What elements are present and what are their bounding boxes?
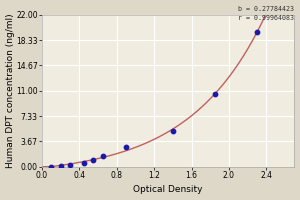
X-axis label: Optical Density: Optical Density: [134, 185, 203, 194]
Point: [212, 93, 217, 96]
Point: [68, 163, 72, 166]
Point: [49, 165, 54, 168]
Text: b = 0.27784423: b = 0.27784423: [238, 6, 294, 12]
Point: [100, 155, 105, 158]
Point: [91, 158, 96, 161]
Point: [82, 161, 86, 164]
Y-axis label: Human DPT concentration (ng/ml): Human DPT concentration (ng/ml): [6, 13, 15, 168]
Point: [170, 129, 175, 132]
Text: r = 0.99964083: r = 0.99964083: [238, 15, 294, 21]
Point: [255, 30, 260, 34]
Point: [58, 164, 63, 168]
Point: [124, 146, 128, 149]
